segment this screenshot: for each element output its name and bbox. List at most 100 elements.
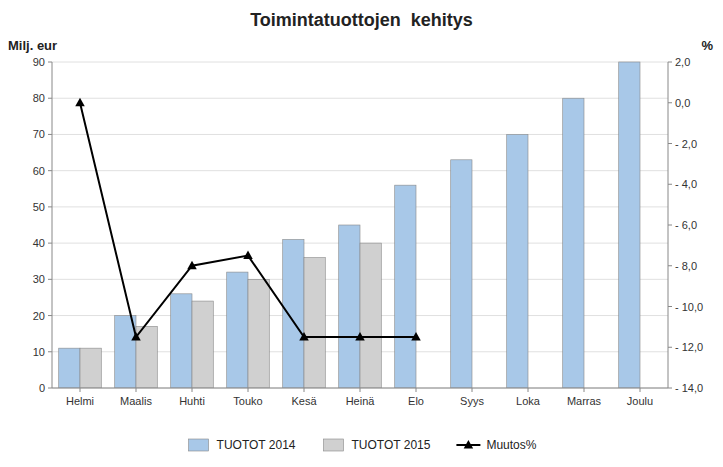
x-tick — [192, 388, 193, 392]
x-tick-label: Joulu — [627, 395, 653, 407]
bar — [304, 258, 325, 388]
y2-tick-label: - 2,0 — [675, 138, 697, 150]
x-tick — [640, 388, 641, 392]
legend: TUOTOT 2014 TUOTOT 2015 Muutos% — [189, 438, 537, 452]
y2-tick — [668, 143, 672, 144]
y-tick — [48, 170, 52, 171]
line-marker — [187, 261, 197, 270]
line-marker — [131, 332, 141, 341]
x-tick-label: Kesä — [291, 395, 317, 407]
bar — [59, 348, 80, 388]
y-tick-label: 0 — [39, 382, 45, 394]
bar — [507, 134, 528, 388]
x-tick-label: Maalis — [120, 395, 152, 407]
x-tick-label: Loka — [516, 395, 541, 407]
grid-line — [52, 388, 668, 389]
x-tick — [304, 388, 305, 392]
y2-tick-label: - 6,0 — [675, 219, 697, 231]
legend-marker — [464, 440, 474, 449]
y-tick-label: 40 — [33, 237, 45, 249]
y2-tick — [668, 62, 672, 63]
grid — [52, 62, 668, 388]
y-tick — [48, 243, 52, 244]
y2-tick — [668, 388, 672, 389]
line — [80, 103, 416, 337]
legend-swatch — [189, 439, 209, 451]
y2-tick — [668, 184, 672, 185]
line-marker — [411, 332, 421, 341]
y-tick — [48, 315, 52, 316]
y2-tick-label: 2,0 — [675, 56, 690, 68]
x-tick-label: Touko — [233, 395, 262, 407]
x-axis — [52, 388, 668, 389]
legend-item: TUOTOT 2014 — [189, 438, 296, 452]
y-tick-label: 70 — [33, 128, 45, 140]
y2-tick-label: - 12,0 — [675, 341, 703, 353]
y-tick — [48, 98, 52, 99]
y-axis-label: Milj. eur — [8, 38, 57, 53]
y2-tick — [668, 225, 672, 226]
bar — [136, 326, 157, 388]
y-axis — [52, 62, 53, 388]
y2-tick — [668, 265, 672, 266]
y-tick — [48, 134, 52, 135]
bar — [192, 301, 213, 388]
x-tick-label: Marras — [567, 395, 602, 407]
y-tick — [48, 279, 52, 280]
marks — [59, 62, 640, 388]
y-tick — [48, 351, 52, 352]
y-tick — [48, 62, 52, 63]
y2-tick-label: - 4,0 — [675, 178, 697, 190]
chart: Toimintatuottojen kehitys Milj. eur% 0 10 20… — [0, 0, 723, 467]
bar — [395, 185, 416, 388]
bar — [360, 243, 381, 388]
y-tick-label: 50 — [33, 201, 45, 213]
y2-tick — [668, 347, 672, 348]
y2-axis — [668, 62, 669, 388]
legend-label: TUOTOT 2014 — [217, 438, 296, 452]
y-tick-label: 30 — [33, 273, 45, 285]
y2-tick-label: - 14,0 — [675, 382, 703, 394]
x-tick-label: Heinä — [346, 395, 376, 407]
bar — [171, 294, 192, 388]
x-tick — [472, 388, 473, 392]
y2-tick-label: - 8,0 — [675, 260, 697, 272]
x-tick — [584, 388, 585, 392]
y-tick-label: 60 — [33, 165, 45, 177]
x-tick — [136, 388, 137, 392]
y2-axis-label: % — [701, 38, 713, 53]
legend-label: Muutos% — [486, 438, 536, 452]
y2-tick-label: - 10,0 — [675, 301, 703, 313]
bar — [451, 160, 472, 388]
y-tick-label: 20 — [33, 310, 45, 322]
x-tick — [80, 388, 81, 392]
x-tick-label: Elo — [408, 395, 424, 407]
x-tick — [360, 388, 361, 392]
line-marker — [355, 332, 365, 341]
x-tick-label: Huhti — [179, 395, 205, 407]
bar — [619, 62, 640, 388]
x-tick — [416, 388, 417, 392]
y-tick — [48, 206, 52, 207]
line-marker — [243, 251, 253, 260]
legend-item: TUOTOT 2015 — [323, 438, 430, 452]
legend-item: Muutos% — [456, 438, 536, 452]
x-tick — [528, 388, 529, 392]
y2-tick-label: 0,0 — [675, 97, 690, 109]
title: Toimintatuottojen kehitys — [250, 10, 473, 30]
line-marker — [299, 332, 309, 341]
y-tick — [48, 388, 52, 389]
legend-swatch — [323, 439, 343, 451]
y2-tick — [668, 306, 672, 307]
x-tick-label: Syys — [460, 395, 484, 407]
bar — [227, 272, 248, 388]
y-tick-label: 80 — [33, 92, 45, 104]
y2-tick — [668, 102, 672, 103]
line-marker — [75, 98, 85, 107]
x-tick-label: Helmi — [66, 395, 94, 407]
legend-label: TUOTOT 2015 — [351, 438, 430, 452]
bar — [283, 239, 304, 388]
bar — [339, 225, 360, 388]
x-tick — [248, 388, 249, 392]
y-tick-label: 10 — [33, 346, 45, 358]
